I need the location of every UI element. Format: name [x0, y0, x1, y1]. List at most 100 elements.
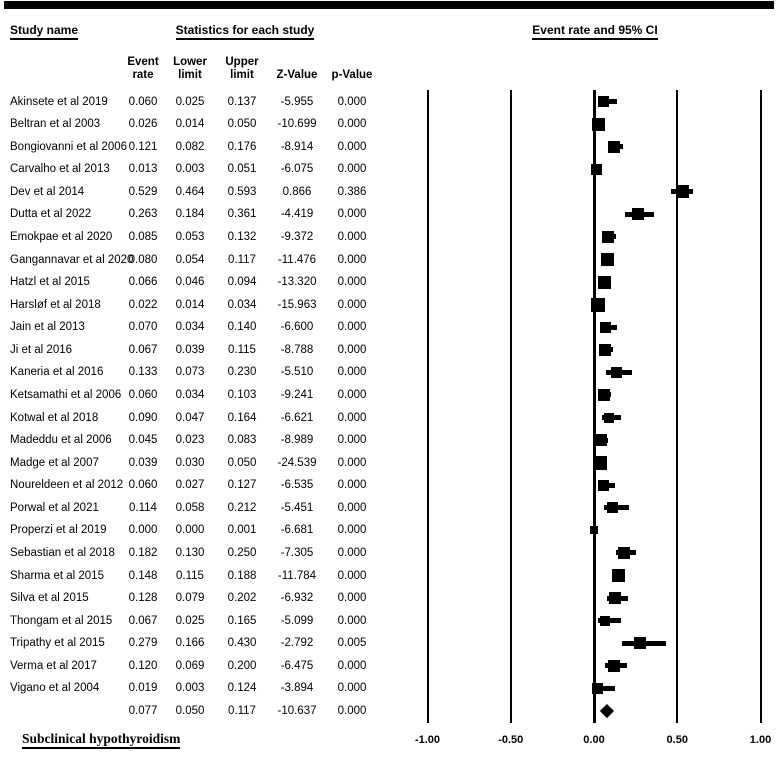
point-estimate-marker [598, 479, 610, 491]
stat-value: 0.013 [128, 163, 158, 176]
study-name: Carvalho et al 2013 [10, 163, 110, 176]
stat-value: 0.014 [175, 118, 205, 131]
stat-value: -2.792 [280, 637, 314, 650]
stat-value: 0.045 [128, 434, 158, 447]
zero-reference-line [592, 90, 596, 723]
stat-value: 0.279 [128, 637, 158, 650]
x-axis-tick-label: 0.00 [583, 734, 605, 746]
stat-value: 0.019 [128, 682, 158, 695]
stat-value: -24.539 [277, 456, 317, 469]
stat-value: 0.005 [337, 637, 367, 650]
study-name: Kotwal et al 2018 [10, 411, 99, 424]
study-name: Tripathy et al 2015 [10, 637, 105, 650]
stat-value: -8.788 [280, 343, 314, 356]
point-estimate-marker [602, 230, 615, 243]
stat-value: 0.025 [175, 614, 205, 627]
stat-value: 0.060 [128, 479, 158, 492]
stat-value: 0.121 [128, 140, 158, 153]
stat-value: 0.067 [128, 343, 158, 356]
stat-value: 0.054 [175, 253, 205, 266]
point-estimate-marker [675, 185, 689, 199]
point-estimate-marker [599, 343, 612, 356]
x-axis-tick-label: -1.00 [414, 734, 441, 746]
stat-value: -9.372 [280, 230, 314, 243]
stat-value: 0.000 [337, 343, 367, 356]
stat-value: 0.182 [128, 546, 158, 559]
stat-value: 0.000 [337, 208, 367, 221]
point-estimate-marker [590, 163, 602, 175]
stat-value: 0.026 [128, 118, 158, 131]
study-name: Beltran et al 2003 [10, 118, 101, 131]
stat-value: 0.124 [227, 682, 257, 695]
stat-value: 0.000 [337, 434, 367, 447]
stat-value: 0.184 [175, 208, 205, 221]
stat-value: 0.132 [227, 230, 257, 243]
study-name: Jain et al 2013 [10, 321, 85, 334]
x-axis-tick-label: -0.50 [498, 734, 524, 746]
stat-value: -6.681 [280, 524, 314, 537]
stat-value: 0.188 [227, 569, 257, 582]
stat-value: 0.000 [337, 659, 367, 672]
stat-value: 0.127 [227, 479, 257, 492]
stat-value: 0.130 [175, 546, 205, 559]
top-rule [4, 1, 774, 9]
stat-value: 0.050 [227, 118, 257, 131]
study-name: Harsløf et al 2018 [10, 298, 101, 311]
stat-value: 0.000 [337, 298, 367, 311]
stat-value: 0.115 [228, 343, 256, 356]
stat-value: 0.058 [175, 501, 205, 514]
stat-value: 0.039 [175, 343, 205, 356]
study-name: Kaneria et al 2016 [10, 366, 104, 379]
stat-value: -6.621 [280, 411, 314, 424]
stat-value: 0.117 [228, 253, 256, 266]
statistics-section-title: Statistics for each study [130, 23, 360, 41]
stat-value: 0.000 [337, 321, 367, 334]
study-name: Dev et al 2014 [10, 185, 85, 198]
stat-value: -5.510 [280, 366, 314, 379]
stat-value: -7.305 [280, 546, 314, 559]
stat-value: 0.000 [337, 366, 367, 379]
stat-value: 0.165 [227, 614, 257, 627]
stat-value: 0.202 [227, 592, 257, 605]
stat-value: 0.030 [175, 456, 205, 469]
stat-value: 0.117 [228, 704, 256, 717]
point-estimate-marker [607, 659, 620, 672]
axis-gridline [426, 90, 429, 723]
study-name: Dutta et al 2022 [10, 208, 92, 221]
stat-value: 0.114 [129, 501, 157, 514]
stat-value: 0.090 [128, 411, 158, 424]
point-estimate-marker [600, 321, 612, 333]
study-name: Ketsamathi et al 2006 [10, 388, 122, 401]
point-estimate-marker [591, 117, 605, 131]
point-estimate-marker [609, 592, 622, 605]
study-name: Properzi et al 2019 [10, 524, 107, 537]
stat-value: 0.000 [337, 163, 367, 176]
stat-value: 0.003 [175, 682, 205, 695]
subgroup-label: Subclinical hypothyroidism [22, 731, 181, 749]
point-estimate-marker [598, 96, 610, 107]
study-name: Madge et al 2007 [10, 456, 99, 469]
stat-value: -6.535 [280, 479, 314, 492]
stat-value: 0.000 [337, 230, 367, 243]
ci-plot-title-text: Event rate and 95% CI [532, 23, 658, 40]
stat-value: 0.060 [128, 388, 158, 401]
stat-value: 0.593 [227, 185, 257, 198]
stat-value: 0.361 [227, 208, 257, 221]
stat-value: 0.000 [337, 569, 367, 582]
point-estimate-marker [593, 455, 608, 470]
point-estimate-marker [590, 526, 598, 535]
stat-value: 0.027 [175, 479, 205, 492]
stat-value: 0.023 [175, 434, 205, 447]
point-estimate-marker [590, 297, 605, 312]
stat-value: -9.241 [280, 388, 314, 401]
stat-value: 0.000 [337, 388, 367, 401]
stat-value: 0.067 [128, 614, 158, 627]
point-estimate-marker [618, 546, 631, 559]
stat-value: 0.001 [227, 524, 257, 537]
stat-value: -10.699 [277, 118, 317, 131]
x-axis-tick-label: 1.00 [749, 734, 772, 746]
stat-value: 0.051 [227, 163, 257, 176]
stat-value: -6.475 [280, 659, 314, 672]
stat-value: 0.000 [337, 682, 367, 695]
